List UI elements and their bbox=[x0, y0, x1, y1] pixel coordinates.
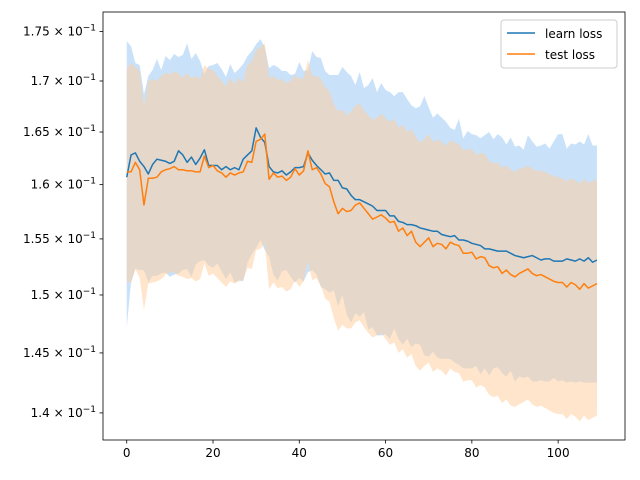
y-tick-label: 1.7 × 10−1 bbox=[31, 73, 96, 88]
y-tick-label: 1.6 × 10−1 bbox=[31, 177, 96, 192]
test-loss-line bbox=[126, 133, 598, 291]
legend: learn loss test loss bbox=[500, 19, 618, 69]
confidence-bands bbox=[126, 39, 597, 422]
y-tick-label: 1.65 × 10−1 bbox=[23, 124, 96, 139]
x-tick-label: 20 bbox=[205, 446, 220, 460]
y-tick-label: 1.5 × 10−1 bbox=[31, 287, 96, 302]
x-tick-label: 40 bbox=[292, 446, 307, 460]
y-tick-label: 1.4 × 10−1 bbox=[31, 405, 96, 420]
y-tick-label: 1.45 × 10−1 bbox=[23, 345, 96, 360]
test-loss-band bbox=[126, 43, 597, 422]
x-tick-label: 60 bbox=[378, 446, 393, 460]
legend-test-loss-label: test loss bbox=[545, 48, 595, 62]
y-tick-label: 1.75 × 10−1 bbox=[23, 23, 96, 38]
y-tick-label: 1.55 × 10−1 bbox=[23, 231, 96, 246]
y-axis-ticks: 1.4 × 10−1 1.45 × 10−1 1.5 × 10−1 1.55 × 10… bbox=[23, 23, 103, 420]
x-axis-ticks: 0 20 40 60 80 100 bbox=[123, 440, 570, 460]
legend-box bbox=[500, 19, 618, 69]
series-lines bbox=[125, 127, 598, 291]
learn-loss-line bbox=[125, 127, 598, 263]
x-tick-label: 80 bbox=[464, 446, 479, 460]
legend-learn-loss-label: learn loss bbox=[545, 27, 602, 41]
plot-frame bbox=[102, 11, 626, 441]
x-tick-label: 0 bbox=[123, 446, 131, 460]
x-tick-label: 100 bbox=[547, 446, 570, 460]
